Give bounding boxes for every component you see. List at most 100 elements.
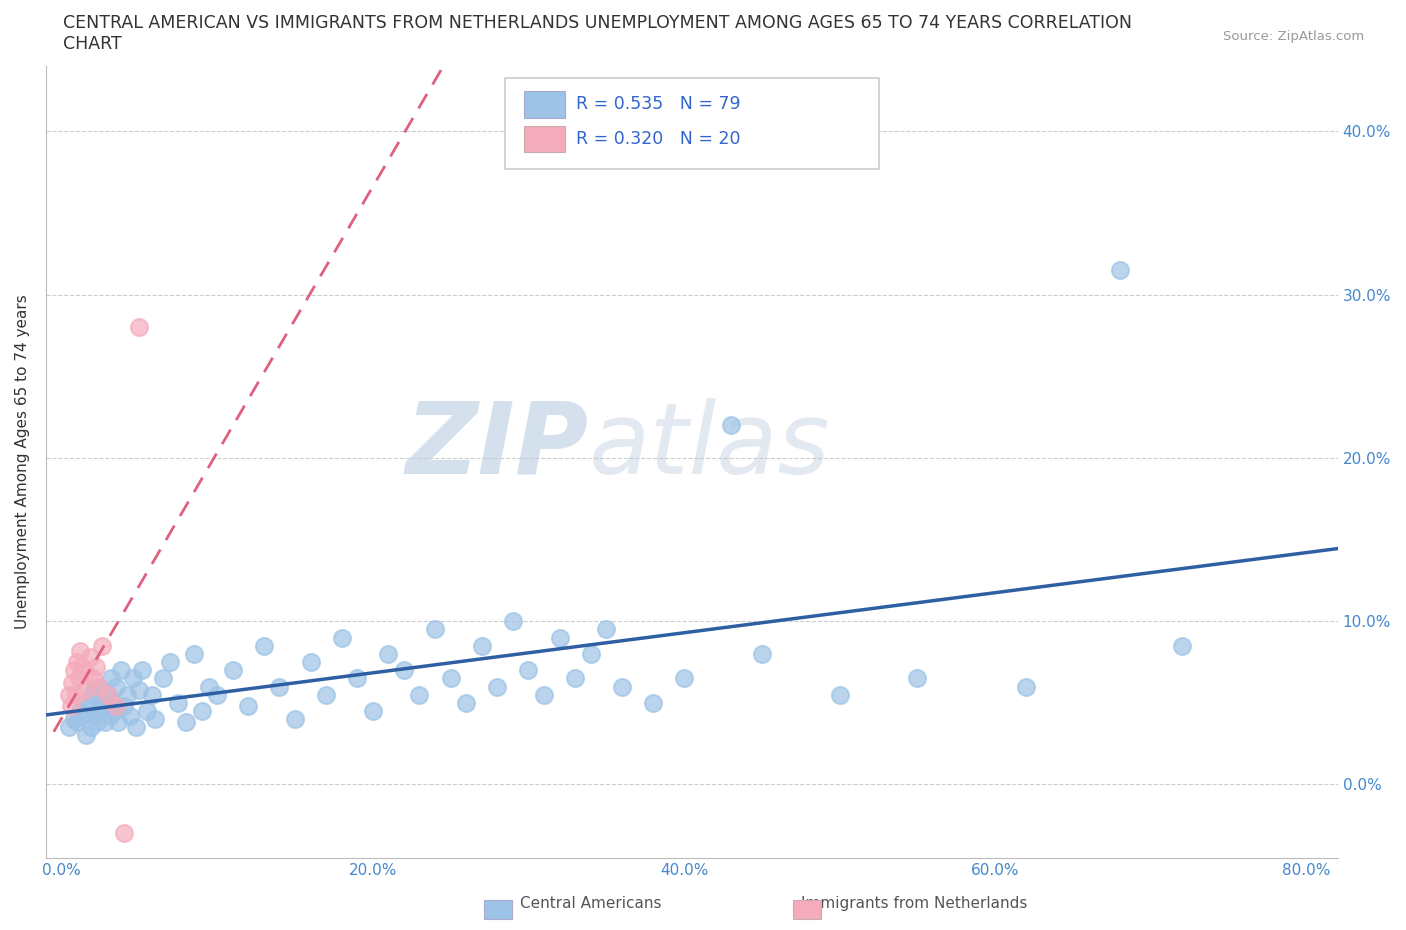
Point — [253, 638, 276, 653]
Text: atlas: atlas — [589, 398, 830, 495]
Point — [673, 671, 696, 685]
Point — [79, 650, 101, 665]
Point — [112, 698, 135, 713]
Text: CENTRAL AMERICAN VS IMMIGRANTS FROM NETHERLANDS UNEMPLOYMENT AMONG AGES 65 TO 74: CENTRAL AMERICAN VS IMMIGRANTS FROM NETH… — [63, 14, 1132, 32]
Point — [1171, 638, 1194, 653]
Point — [97, 687, 120, 702]
Point — [125, 720, 148, 735]
Point — [84, 709, 107, 724]
Point — [69, 704, 91, 719]
Point — [238, 698, 260, 713]
Point — [1015, 679, 1038, 694]
Point — [79, 698, 101, 713]
Point — [183, 646, 205, 661]
Point — [471, 638, 494, 653]
Point — [91, 692, 114, 707]
Point — [167, 696, 190, 711]
Point — [269, 679, 291, 694]
FancyBboxPatch shape — [524, 91, 565, 117]
Point — [408, 687, 430, 702]
Point — [105, 679, 128, 694]
Point — [70, 709, 93, 724]
Point — [67, 671, 90, 685]
Point — [100, 671, 122, 685]
Point — [486, 679, 509, 694]
Point — [141, 687, 163, 702]
Point — [361, 704, 384, 719]
Point — [91, 638, 114, 653]
Point — [69, 644, 91, 658]
Point — [502, 614, 524, 629]
Point — [82, 671, 104, 685]
Point — [330, 631, 353, 645]
Point — [94, 715, 117, 730]
Point — [66, 715, 89, 730]
Text: Source: ZipAtlas.com: Source: ZipAtlas.com — [1223, 30, 1364, 43]
Point — [66, 655, 89, 670]
Point — [63, 663, 86, 678]
Point — [128, 320, 150, 335]
Point — [174, 715, 197, 730]
Point — [517, 663, 540, 678]
Point — [751, 646, 773, 661]
Point — [75, 666, 97, 681]
Y-axis label: Unemployment Among Ages 65 to 74 years: Unemployment Among Ages 65 to 74 years — [15, 295, 30, 630]
Point — [63, 711, 86, 726]
Text: CHART: CHART — [63, 35, 122, 53]
Point — [152, 671, 174, 685]
Point — [533, 687, 555, 702]
Point — [131, 663, 153, 678]
Point — [548, 631, 571, 645]
Point — [110, 663, 132, 678]
Point — [105, 698, 128, 713]
Point — [122, 671, 145, 685]
Point — [1108, 263, 1130, 278]
Point — [75, 728, 97, 743]
Point — [82, 687, 104, 702]
Text: R = 0.320   N = 20: R = 0.320 N = 20 — [575, 130, 740, 148]
Point — [112, 826, 135, 841]
Point — [70, 659, 93, 674]
Point — [59, 698, 82, 713]
Point — [128, 683, 150, 698]
Point — [205, 687, 228, 702]
Point — [103, 704, 125, 719]
Point — [107, 715, 129, 730]
Point — [907, 671, 929, 685]
Point — [118, 709, 141, 724]
Point — [62, 676, 84, 691]
Point — [93, 698, 115, 713]
Text: ZIP: ZIP — [405, 398, 589, 495]
Point — [346, 671, 368, 685]
Point — [159, 655, 181, 670]
Text: Immigrants from Netherlands: Immigrants from Netherlands — [800, 897, 1028, 911]
Point — [595, 622, 617, 637]
Point — [564, 671, 586, 685]
Point — [315, 687, 337, 702]
Text: Central Americans: Central Americans — [520, 897, 661, 911]
Point — [456, 696, 478, 711]
Point — [423, 622, 446, 637]
Point — [720, 418, 742, 432]
Point — [87, 679, 110, 694]
Point — [641, 696, 664, 711]
Point — [97, 687, 120, 702]
Point — [198, 679, 221, 694]
Point — [828, 687, 851, 702]
Point — [222, 663, 245, 678]
Point — [84, 659, 107, 674]
Point — [143, 711, 166, 726]
Point — [73, 696, 96, 711]
Point — [610, 679, 633, 694]
Point — [392, 663, 415, 678]
Point — [190, 704, 212, 719]
Text: R = 0.535   N = 79: R = 0.535 N = 79 — [575, 95, 740, 113]
Point — [65, 687, 87, 702]
Point — [377, 646, 399, 661]
FancyBboxPatch shape — [524, 126, 565, 153]
Point — [115, 687, 138, 702]
Point — [284, 711, 307, 726]
Point — [101, 696, 124, 711]
Point — [58, 687, 80, 702]
FancyBboxPatch shape — [505, 78, 879, 169]
